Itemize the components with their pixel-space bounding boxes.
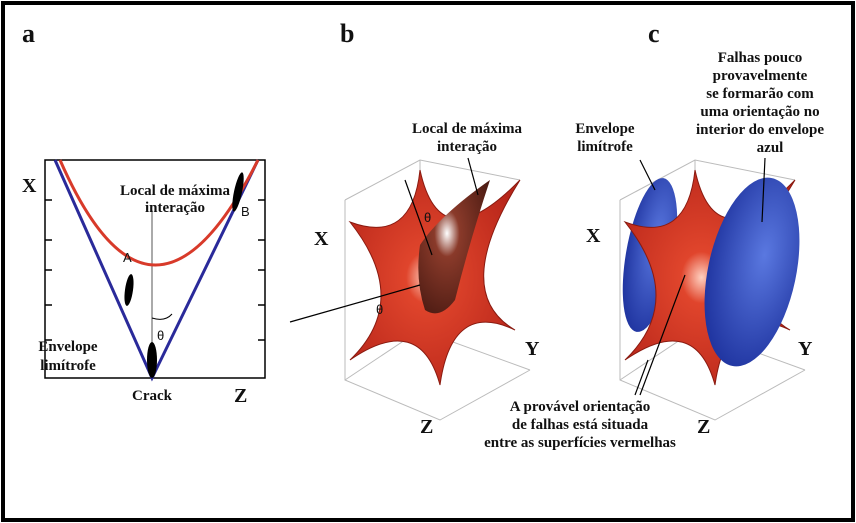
angle-label: θ <box>424 210 431 225</box>
angle-label: θ <box>376 302 383 317</box>
axis-z: Z <box>697 416 710 438</box>
label: interação <box>437 139 497 155</box>
panel-letter: b <box>340 19 354 48</box>
label: se formarão com <box>706 86 814 102</box>
crack <box>147 342 157 378</box>
label: interior do envelope <box>696 122 824 138</box>
label: azul <box>757 140 784 156</box>
label: limítrofe <box>40 358 96 374</box>
label: Envelope <box>38 339 98 355</box>
axis-x: X <box>22 175 37 197</box>
axis-x: X <box>314 228 329 250</box>
label: entre as superfícies vermelhas <box>484 435 676 451</box>
axis-y: Y <box>798 338 813 360</box>
axis-z: Z <box>420 416 433 438</box>
axis-y: Y <box>525 338 540 360</box>
point-label: A <box>123 250 132 265</box>
label: interação <box>145 200 205 216</box>
axis-z: Z <box>234 385 247 407</box>
panel-letter: c <box>648 19 660 48</box>
label: Local de máxima <box>120 183 230 199</box>
angle-label: θ <box>157 328 164 343</box>
figure: a X Local de máxima interação Envelope l… <box>0 0 856 523</box>
point-label: B <box>241 204 250 219</box>
panel-letter: a <box>22 19 35 48</box>
axis-x: X <box>586 225 601 247</box>
label: Falhas pouco <box>718 50 803 66</box>
label: A provável orientação <box>510 399 651 415</box>
label: limítrofe <box>577 139 633 155</box>
label: de falhas está situada <box>512 417 649 433</box>
label: Envelope <box>575 121 635 137</box>
label: provavelmente <box>713 68 808 84</box>
label: uma orientação no <box>700 104 819 120</box>
label: Local de máxima <box>412 121 522 137</box>
axis-label: Crack <box>132 388 173 404</box>
